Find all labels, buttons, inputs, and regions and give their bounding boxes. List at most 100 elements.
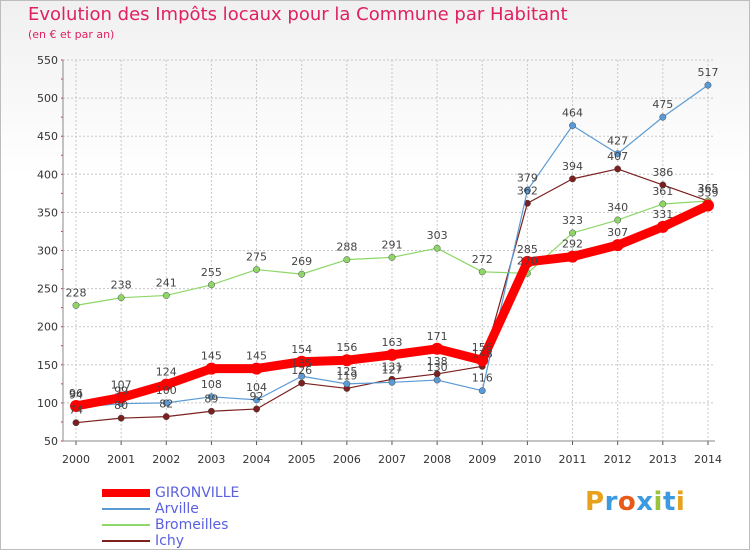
x-tick-label: 2006	[333, 453, 361, 466]
data-point-gironville	[521, 255, 534, 268]
data-label-gironville: 285	[517, 243, 538, 256]
chart-title: Evolution des Impôts locaux pour la Comm…	[28, 4, 568, 25]
data-label-gironville: 145	[201, 350, 222, 363]
data-point-arville	[298, 372, 306, 380]
data-label-gironville: 154	[291, 343, 312, 356]
data-point-gironville	[205, 362, 218, 375]
data-point-ichy	[298, 379, 306, 387]
data-point-bromeilles	[569, 229, 576, 237]
y-tick-label: 450	[37, 130, 58, 143]
data-label-bromeilles: 303	[427, 229, 448, 242]
data-point-gironville	[611, 239, 624, 252]
data-point-ichy	[569, 175, 576, 183]
data-label-arville: 99	[114, 385, 128, 398]
data-label-arville: 125	[336, 365, 357, 378]
data-label-ichy: 362	[517, 184, 538, 197]
logo-letter: P	[585, 487, 605, 517]
series-lines	[70, 81, 714, 427]
proxiti-logo: Proxiti	[585, 487, 685, 517]
data-label-gironville: 359	[697, 187, 718, 200]
data-point-arville	[388, 378, 396, 386]
legend-label: Arville	[155, 501, 199, 517]
data-point-bromeilles	[162, 292, 170, 299]
data-label-ichy: 407	[607, 150, 628, 163]
data-point-bromeilles	[659, 200, 667, 208]
data-label-ichy: 82	[159, 398, 173, 411]
data-point-gironville	[70, 399, 82, 412]
logo-letter: r	[604, 487, 618, 517]
data-point-bromeilles	[478, 268, 486, 276]
data-label-arville: 135	[291, 357, 312, 370]
y-tick-label: 400	[37, 168, 58, 181]
data-point-gironville	[115, 391, 128, 404]
x-tick-label: 2002	[152, 453, 180, 466]
data-label-ichy: 394	[562, 160, 583, 173]
y-tick-label: 50	[44, 435, 58, 448]
data-label-ichy: 89	[204, 392, 218, 405]
logo-letter: i	[653, 487, 663, 517]
data-point-gironville	[160, 378, 173, 391]
data-point-ichy	[117, 414, 125, 422]
data-label-bromeilles: 228	[66, 286, 87, 299]
data-label-bromeilles: 340	[607, 201, 628, 214]
data-point-gironville	[566, 250, 579, 263]
y-tick-label: 550	[37, 54, 58, 67]
data-point-arville	[162, 399, 170, 407]
data-label-bromeilles: 272	[472, 253, 493, 266]
data-point-arville	[433, 376, 441, 384]
data-point-bromeilles	[72, 301, 80, 309]
data-label-ichy: 131	[381, 360, 402, 373]
data-point-arville	[207, 393, 215, 401]
data-point-arville	[343, 380, 351, 388]
data-label-arville: 116	[472, 372, 493, 385]
data-point-bromeilles	[253, 266, 261, 273]
x-tick-label: 2004	[243, 453, 271, 466]
data-label-bromeilles: 288	[336, 241, 357, 254]
data-point-gironville	[250, 362, 263, 375]
x-tick-label: 2014	[694, 453, 722, 466]
data-label-bromeilles: 255	[201, 266, 222, 279]
legend-label: Ichy	[155, 533, 184, 549]
data-point-ichy	[162, 413, 170, 421]
data-point-bromeilles	[614, 216, 622, 224]
data-point-gironville	[340, 354, 353, 367]
data-label-ichy: 148	[472, 347, 493, 360]
legend-label: Bromeilles	[155, 517, 229, 533]
data-point-gironville	[476, 354, 489, 367]
data-label-arville: 100	[156, 384, 177, 397]
data-label-gironville: 96	[69, 387, 83, 400]
y-tick-label: 500	[37, 92, 58, 105]
data-label-bromeilles: 241	[156, 276, 177, 289]
y-tick-label: 150	[37, 359, 58, 372]
y-tick-label: 200	[37, 321, 58, 334]
data-label-arville: 127	[381, 363, 402, 376]
data-point-bromeilles	[343, 256, 351, 264]
data-label-bromeilles: 270	[517, 254, 538, 267]
data-point-bromeilles	[388, 253, 396, 261]
data-label-gironville: 156	[472, 341, 493, 354]
data-label-arville: 464	[562, 107, 583, 120]
data-point-ichy	[659, 181, 667, 189]
data-point-bromeilles	[298, 270, 306, 278]
x-tick-label: 2003	[197, 453, 225, 466]
data-point-arville	[659, 113, 667, 121]
data-label-bromeilles: 275	[246, 251, 267, 264]
data-point-arville	[614, 150, 622, 158]
data-label-arville: 130	[427, 361, 448, 374]
data-label-ichy: 74	[69, 404, 83, 417]
data-label-ichy: 126	[291, 364, 312, 377]
data-point-bromeilles	[433, 244, 441, 252]
data-label-arville: 94	[69, 388, 83, 401]
data-label-ichy: 386	[652, 166, 673, 179]
data-label-ichy: 119	[336, 369, 357, 382]
data-label-arville: 427	[607, 135, 628, 148]
data-label-arville: 108	[201, 378, 222, 391]
data-point-arville	[569, 122, 576, 129]
data-point-ichy	[253, 405, 261, 413]
data-label-arville: 104	[246, 381, 267, 394]
legend-swatch	[102, 489, 150, 497]
data-point-arville	[704, 81, 712, 89]
data-label-gironville: 163	[381, 336, 402, 349]
